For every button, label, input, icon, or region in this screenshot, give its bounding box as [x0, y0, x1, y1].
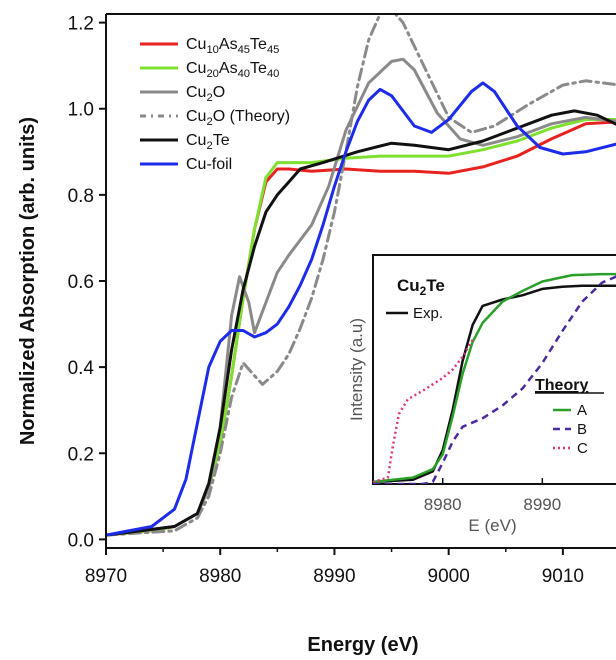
- inset-x-tick-label-0: 8980: [424, 495, 462, 514]
- inset-legend-label-C: C: [577, 440, 588, 457]
- main-axes: 8970 8980 8990 9000 9010 0.0 0.2 0.4 0.6 0.8 1.0 1.…: [17, 13, 616, 656]
- x-tick-label-4: 9010: [542, 566, 584, 587]
- inset-x-title: E (eV): [468, 516, 516, 535]
- x-tick-label-3: 9000: [428, 566, 470, 587]
- inset-series-2: [373, 275, 616, 484]
- y-tick-label-2: 0.4: [68, 358, 95, 379]
- y-tick-label-6: 1.2: [68, 14, 94, 35]
- y-tick-label-4: 0.8: [68, 186, 94, 207]
- inset-legend-label-B: B: [577, 421, 587, 438]
- main-plot-lines: [106, 14, 616, 537]
- y-tick-label-0: 0.0: [68, 530, 94, 551]
- x-tick-label-0: 8970: [85, 566, 127, 587]
- inset-y-title: Intensity (a.u): [347, 318, 366, 421]
- legend-label-2: Cu2O: [186, 84, 225, 104]
- inset-series-3: [373, 339, 474, 484]
- y-axis-title: Normalized Absorption (arb. units): [17, 117, 39, 445]
- y-tick-label-3: 0.6: [68, 272, 94, 293]
- series-line-3: [106, 14, 616, 537]
- legend-label-1: Cu20As40Te40: [186, 60, 279, 80]
- y-tick-label-1: 0.2: [68, 444, 94, 465]
- inset-x-tick-label-1: 8990: [523, 495, 561, 514]
- inset-legend-label-exp: Exp.: [413, 305, 443, 322]
- inset-theory-title: Theory: [535, 377, 588, 394]
- inset-chart: 8980 8990 E (eV) Intensity (a.u) Cu2Te Exp. Th…: [347, 254, 616, 535]
- inset-series-1: [373, 272, 616, 484]
- inset-legend-label-A: A: [577, 402, 587, 419]
- x-axis-title: Energy (eV): [307, 634, 418, 656]
- inset-frame: [372, 254, 616, 485]
- inset-title: Cu2Te: [397, 276, 445, 298]
- y-tick-label-5: 1.0: [68, 100, 94, 121]
- legend-label-3: Cu2O (Theory): [186, 108, 290, 128]
- legend-label-0: Cu10As45Te45: [186, 36, 279, 56]
- legend-label-4: Cu2Te: [186, 132, 230, 152]
- series-line-4: [106, 109, 616, 537]
- series-line-5: [106, 81, 616, 537]
- x-tick-label-1: 8980: [199, 566, 241, 587]
- inset-lines: [373, 272, 616, 484]
- legend-label-5: Cu-foil: [186, 156, 232, 173]
- x-tick-label-2: 8990: [313, 566, 355, 587]
- legend: Cu10As45Te45 Cu20As40Te40 Cu2O Cu2O (Theory…: [140, 36, 290, 173]
